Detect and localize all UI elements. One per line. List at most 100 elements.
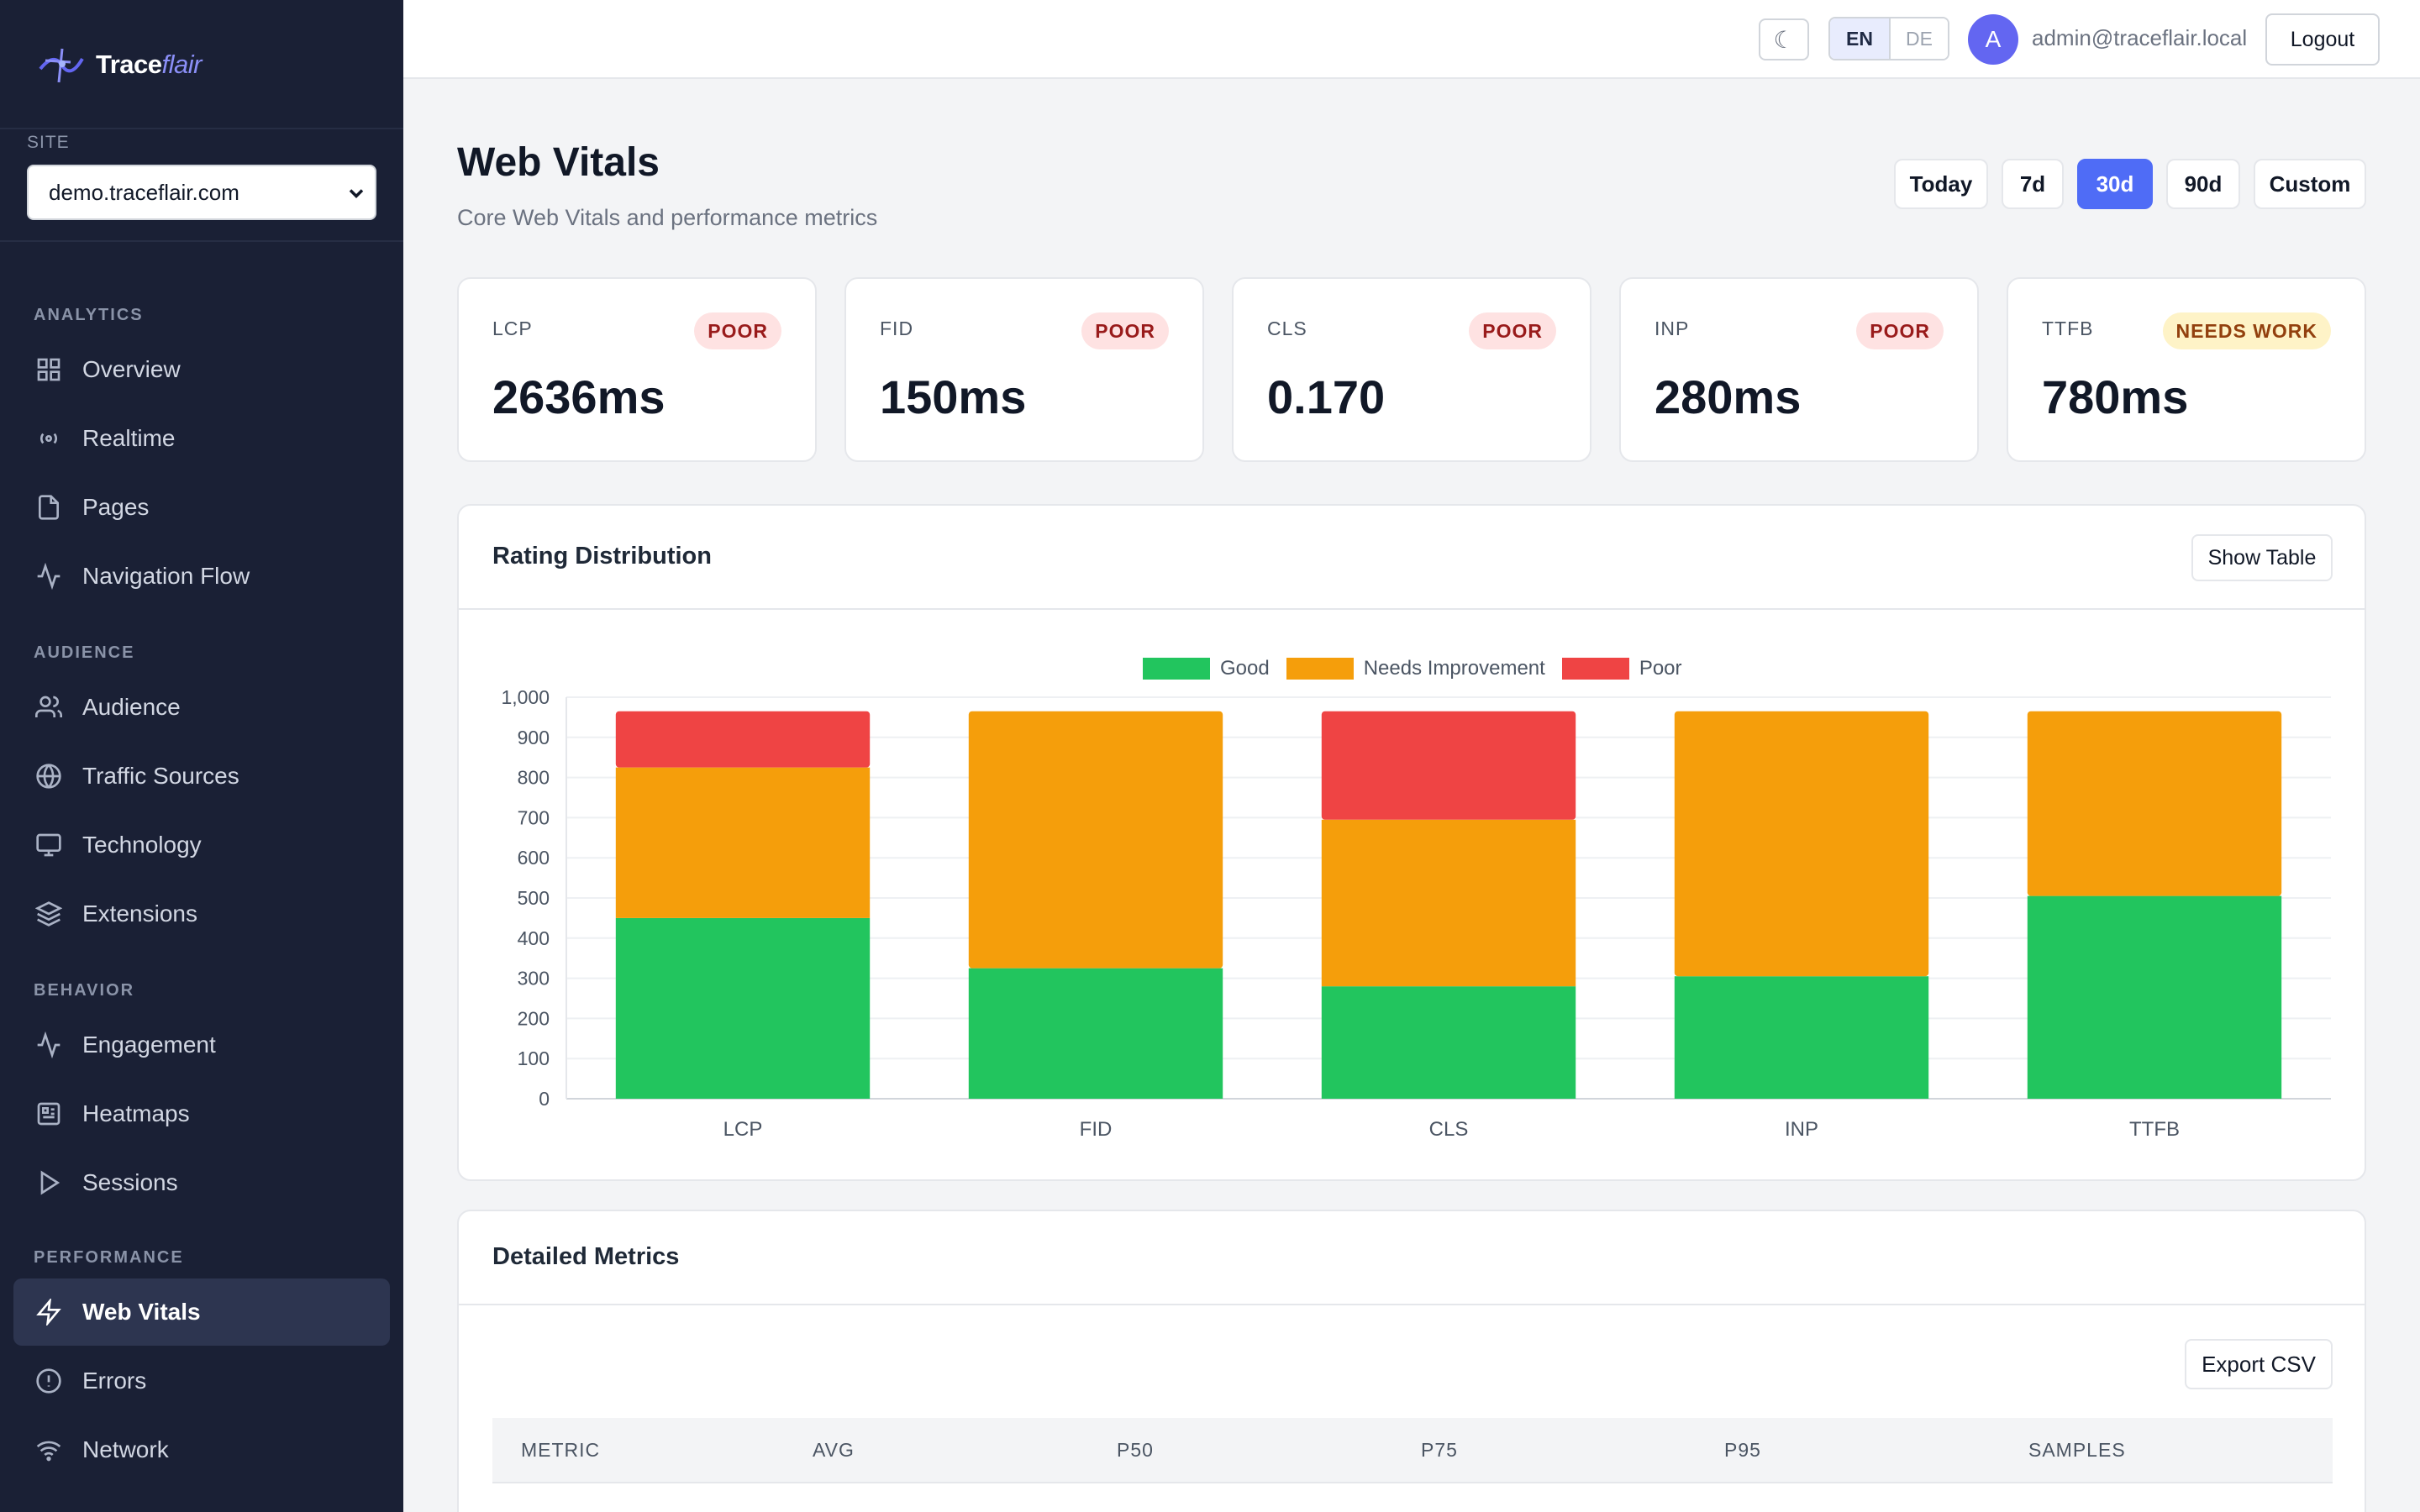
column-header-p95[interactable]: P95 <box>1724 1439 1761 1461</box>
sidebar-item-pages[interactable]: Pages <box>13 474 390 541</box>
chart-legend: Good Needs Improvement Poor <box>1143 657 1682 680</box>
show-table-button[interactable]: Show Table <box>2191 534 2333 581</box>
sidebar-item-traffic-sources[interactable]: Traffic Sources <box>13 743 390 810</box>
sidebar-item-heatmaps[interactable]: Heatmaps <box>13 1080 390 1147</box>
export-csv-button[interactable]: Export CSV <box>2185 1339 2333 1389</box>
bar-needs-improvement-lcp <box>615 767 871 918</box>
sidebar-item-overview[interactable]: Overview <box>13 336 390 403</box>
column-header-samples[interactable]: SAMPLES <box>2028 1439 2126 1461</box>
rating-distribution-panel: Rating Distribution Show Table Good Need… <box>457 504 2366 1181</box>
globe-icon <box>34 761 64 791</box>
alert-circle-icon <box>34 1366 64 1396</box>
sidebar-item-label: Traffic Sources <box>82 763 239 789</box>
status-badge: POOR <box>1469 312 1556 349</box>
sidebar-item-technology[interactable]: Technology <box>13 811 390 879</box>
y-tick-label: 700 <box>518 806 550 828</box>
site-select[interactable]: demo.traceflair.com <box>27 165 376 220</box>
kpi-value: 2636ms <box>492 370 666 423</box>
panel-header: Detailed Metrics <box>459 1211 2365 1305</box>
sidebar-item-label: Navigation Flow <box>82 563 250 589</box>
range-custom-button[interactable]: Custom <box>2254 159 2366 209</box>
sidebar-item-audience[interactable]: Audience <box>13 674 390 741</box>
legend-label-needs-improvement: Needs Improvement <box>1363 657 1545 680</box>
sidebar-item-errors[interactable]: Errors <box>13 1347 390 1415</box>
kpi-value: 780ms <box>2042 370 2189 423</box>
lang-en-button[interactable]: EN <box>1830 18 1889 59</box>
detailed-metrics-panel: Detailed Metrics Export CSV <box>457 1210 2366 1512</box>
legend-swatch-needs-improvement <box>1286 658 1354 680</box>
range-90d-button[interactable]: 90d <box>2166 159 2240 209</box>
section-label-audience: AUDIENCE <box>34 643 135 662</box>
grid-icon <box>34 354 64 385</box>
legend-swatch-poor <box>1561 658 1629 680</box>
sidebar-item-label: Errors <box>82 1368 147 1394</box>
range-30d-button[interactable]: 30d <box>2077 159 2153 209</box>
bar-poor-cls <box>1321 711 1576 820</box>
column-header-p50[interactable]: P50 <box>1117 1439 1154 1461</box>
sidebar-item-label: Realtime <box>82 425 176 451</box>
layers-icon <box>34 899 64 929</box>
sidebar-item-engagement[interactable]: Engagement <box>13 1011 390 1079</box>
user-email: admin@traceflair.local <box>2032 25 2248 50</box>
bar-needs-improvement-ttfb <box>2027 711 2282 896</box>
users-icon <box>34 692 64 722</box>
panel-header: Rating Distribution Show Table <box>459 506 2365 610</box>
avatar[interactable]: A <box>1968 14 2018 65</box>
page-subtitle: Core Web Vitals and performance metrics <box>457 205 878 230</box>
status-badge: POOR <box>694 312 781 349</box>
logo[interactable]: Traceflair <box>37 44 202 86</box>
kpi-value: 0.170 <box>1267 370 1386 423</box>
column-header-p75[interactable]: P75 <box>1421 1439 1458 1461</box>
y-tick-label: 500 <box>518 887 550 909</box>
topbar: ☾ EN DE A admin@traceflair.local Logout <box>403 0 2420 79</box>
y-tick-label: 600 <box>518 847 550 869</box>
bar-good-fid <box>968 968 1223 1099</box>
theme-toggle-button[interactable]: ☾ <box>1759 18 1809 60</box>
x-tick-label: TTFB <box>2129 1118 2180 1141</box>
kpi-value: 280ms <box>1655 370 1802 423</box>
site-select-value: demo.traceflair.com <box>49 179 239 205</box>
bar-good-ttfb <box>2027 895 2282 1099</box>
activity-icon <box>34 561 64 591</box>
kpi-card-inp: INP POOR 280ms <box>1619 277 1979 462</box>
monitor-icon <box>34 830 64 860</box>
range-7d-button[interactable]: 7d <box>2002 159 2064 209</box>
sidebar-item-label: Audience <box>82 694 181 720</box>
kpi-label: INP <box>1655 318 1690 339</box>
sidebar-item-network[interactable]: Network <box>13 1416 390 1483</box>
kpi-card-fid: FID POOR 150ms <box>844 277 1204 462</box>
sidebar-item-label: Web Vitals <box>82 1299 201 1325</box>
section-label-analytics: ANALYTICS <box>34 306 144 324</box>
kpi-card-cls: CLS POOR 0.170 <box>1232 277 1591 462</box>
panel-title: Detailed Metrics <box>492 1243 680 1270</box>
sidebar-item-label: Heatmaps <box>82 1100 190 1126</box>
sidebar-item-navigation-flow[interactable]: Navigation Flow <box>13 543 390 610</box>
column-header-avg[interactable]: AVG <box>813 1439 855 1461</box>
y-tick-label: 300 <box>518 968 550 990</box>
broadcast-icon <box>34 423 64 454</box>
column-header-metric[interactable]: METRIC <box>521 1439 601 1461</box>
x-tick-label: CLS <box>1429 1118 1469 1141</box>
y-tick-label: 100 <box>518 1047 550 1069</box>
range-today-button[interactable]: Today <box>1894 159 1988 209</box>
kpi-label: FID <box>880 318 914 339</box>
status-badge: NEEDS WORK <box>2162 312 2331 349</box>
sidebar-item-realtime[interactable]: Realtime <box>13 405 390 472</box>
sidebar-item-web-vitals[interactable]: Web Vitals <box>13 1278 390 1346</box>
legend-swatch-good <box>1143 658 1210 680</box>
sidebar-item-label: Pages <box>82 494 150 520</box>
activity-icon <box>34 1030 64 1060</box>
sidebar: Traceflair SITE demo.traceflair.com ANAL… <box>0 0 403 1512</box>
kpi-label: TTFB <box>2042 318 2094 339</box>
sidebar-item-label: Sessions <box>82 1169 178 1195</box>
sidebar-item-label: Extensions <box>82 900 197 927</box>
sidebar-item-label: Network <box>82 1436 169 1462</box>
y-tick-label: 1,000 <box>501 686 550 708</box>
lang-de-button[interactable]: DE <box>1889 18 1948 59</box>
sidebar-item-label: Engagement <box>82 1032 216 1058</box>
x-tick-label: FID <box>1080 1118 1113 1141</box>
table-header-row <box>492 1418 2333 1483</box>
logout-button[interactable]: Logout <box>2265 13 2380 66</box>
sidebar-item-extensions[interactable]: Extensions <box>13 880 390 948</box>
sidebar-item-sessions[interactable]: Sessions <box>13 1149 390 1216</box>
